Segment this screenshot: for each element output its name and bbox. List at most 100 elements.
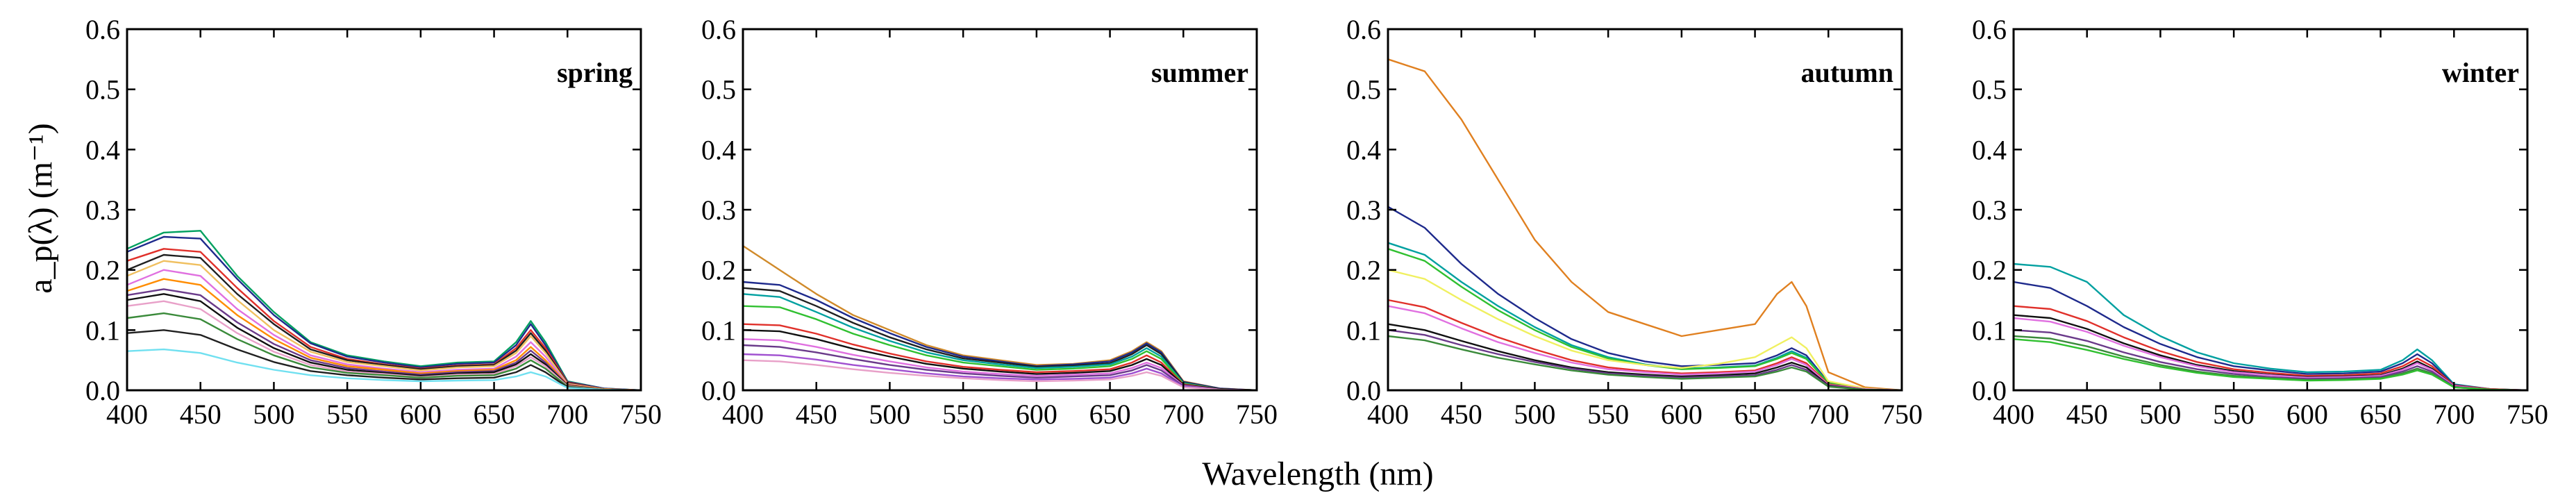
y-tick-label: 0.2: [1972, 255, 2007, 286]
series-line-s6: [2012, 329, 2529, 392]
y-tick-label: 0.1: [701, 315, 736, 346]
series-line-s1: [742, 244, 1258, 392]
x-tick-label: 450: [180, 399, 221, 430]
y-tick-label: 0.1: [85, 315, 120, 346]
series-group: [126, 230, 642, 392]
y-axis-title: a_p(λ) (m⁻¹): [22, 123, 59, 294]
y-tick-label: 0.5: [701, 74, 736, 106]
x-tick-label: 650: [474, 399, 515, 430]
y-tick-label: 0.4: [1972, 134, 2007, 165]
series-line-s1: [126, 230, 642, 392]
series-line-s6: [126, 269, 642, 392]
y-tick-label: 0.5: [85, 74, 120, 106]
series-line-s6: [742, 323, 1258, 392]
x-tick-label: 750: [620, 399, 662, 430]
x-tick-label: 400: [106, 399, 148, 430]
series-line-s6: [1387, 299, 1903, 392]
x-tick-label: 600: [1661, 399, 1703, 430]
x-tick-label: 650: [1734, 399, 1776, 430]
series-line-s4: [126, 253, 642, 392]
x-tick-label: 750: [1236, 399, 1278, 430]
y-tick-label: 0.1: [1972, 315, 2007, 346]
series-line-s9: [126, 293, 642, 392]
y-tick-label: 0.4: [85, 134, 120, 165]
series-group: [1387, 58, 1903, 392]
series-line-s11: [742, 359, 1258, 392]
x-tick-label: 700: [546, 399, 588, 430]
x-tick-label: 400: [1993, 399, 2034, 430]
y-tick-label: 0.1: [1346, 315, 1381, 346]
x-tick-label: 550: [2213, 399, 2255, 430]
y-tick-label: 0.2: [85, 255, 120, 286]
y-tick-label: 0.2: [1346, 255, 1381, 286]
series-line-s10: [1387, 335, 1903, 392]
x-tick-label: 600: [1016, 399, 1057, 430]
series-line-s4: [742, 293, 1258, 392]
y-tick-label: 0.6: [85, 14, 120, 45]
series-line-s11: [126, 312, 642, 392]
x-tick-label: 400: [1367, 399, 1409, 430]
series-line-s4: [1387, 248, 1903, 392]
y-tick-label: 0.6: [701, 14, 736, 45]
x-tick-label: 550: [942, 399, 984, 430]
chart-panel-autumn: 400 450 500 550 600 650 700 750 0.0 0.1 0.2 0.3 0.4 0…: [1346, 14, 1923, 430]
series-line-s2: [126, 235, 642, 392]
y-tick-label: 0.0: [1972, 375, 2007, 406]
series-line-s9: [1387, 329, 1903, 392]
x-tick-label: 700: [1162, 399, 1204, 430]
y-tick-label: 0.4: [701, 134, 736, 165]
series-line-s5: [742, 305, 1258, 392]
panel-title: autumn: [1801, 57, 1893, 88]
chart-panel-spring: 400 450 500 550 600 650 700 750 0.0 0.1 0.2 0.3 0.4 0…: [85, 14, 662, 430]
y-tick-label: 0.3: [1972, 194, 2007, 226]
series-line-s5: [126, 260, 642, 392]
y-tick-label: 0.0: [1346, 375, 1381, 406]
y-tick-label: 0.2: [701, 255, 736, 286]
y-tick-label: 0.3: [85, 194, 120, 226]
series-line-s13: [126, 348, 642, 392]
series-line-s8: [126, 288, 642, 392]
series-line-s12: [126, 329, 642, 392]
panel-title: winter: [2442, 57, 2519, 88]
x-tick-label: 500: [253, 399, 294, 430]
series-group: [742, 244, 1258, 392]
x-tick-label: 600: [2286, 399, 2328, 430]
series-line-s8: [2012, 338, 2529, 392]
series-line-s9: [742, 344, 1258, 392]
chart-panel-winter: 400 450 500 550 600 650 700 750 0.0 0.1 0.2 0.3 0.4 0…: [1972, 14, 2548, 430]
chart-panels: 400 450 500 550 600 650 700 750 0.0 0.1 0.2 0.3 0.4 0…: [85, 14, 2548, 430]
series-line-s3: [1387, 242, 1903, 392]
series-line-s5: [2012, 317, 2529, 392]
x-tick-label: 550: [1587, 399, 1629, 430]
panel-title: spring: [557, 57, 633, 88]
series-line-s2: [1387, 206, 1903, 392]
x-tick-label: 500: [869, 399, 910, 430]
x-tick-label: 700: [2433, 399, 2475, 430]
x-tick-label: 750: [1881, 399, 1923, 430]
series-line-s5: [1387, 269, 1903, 392]
chart-panel-summer: 400 450 500 550 600 650 700 750 0.0 0.1 0.2 0.3 0.4 0…: [701, 14, 1278, 430]
x-tick-label: 450: [1441, 399, 1482, 430]
series-group: [2012, 262, 2529, 392]
x-tick-label: 600: [400, 399, 442, 430]
x-tick-label: 650: [1089, 399, 1131, 430]
series-line-s1: [2012, 262, 2529, 392]
y-tick-label: 0.5: [1346, 74, 1381, 106]
series-line-s7: [1387, 305, 1903, 392]
series-line-s8: [742, 338, 1258, 392]
series-line-s3: [2012, 305, 2529, 392]
x-tick-label: 450: [796, 399, 837, 430]
panel-title: summer: [1151, 57, 1248, 88]
x-tick-label: 400: [722, 399, 764, 430]
series-line-s7: [742, 329, 1258, 392]
series-line-s2: [2012, 281, 2529, 392]
y-tick-label: 0.3: [1346, 194, 1381, 226]
x-tick-label: 450: [2066, 399, 2108, 430]
x-tick-label: 700: [1807, 399, 1849, 430]
x-tick-label: 750: [2507, 399, 2548, 430]
series-line-s8: [1387, 323, 1903, 392]
x-tick-label: 650: [2360, 399, 2402, 430]
series-line-s7: [126, 278, 642, 392]
